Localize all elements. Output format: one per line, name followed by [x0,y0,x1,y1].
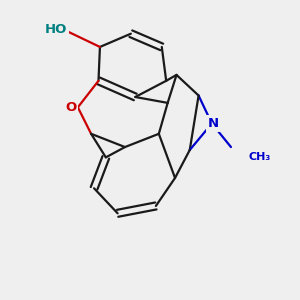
Text: HO: HO [45,23,67,36]
Text: O: O [65,101,76,114]
Text: N: N [208,117,219,130]
Text: O: O [65,101,76,114]
Text: CH₃: CH₃ [249,152,271,162]
Text: CH₃: CH₃ [249,152,271,162]
Text: N: N [208,117,219,130]
Text: HO: HO [45,23,67,36]
